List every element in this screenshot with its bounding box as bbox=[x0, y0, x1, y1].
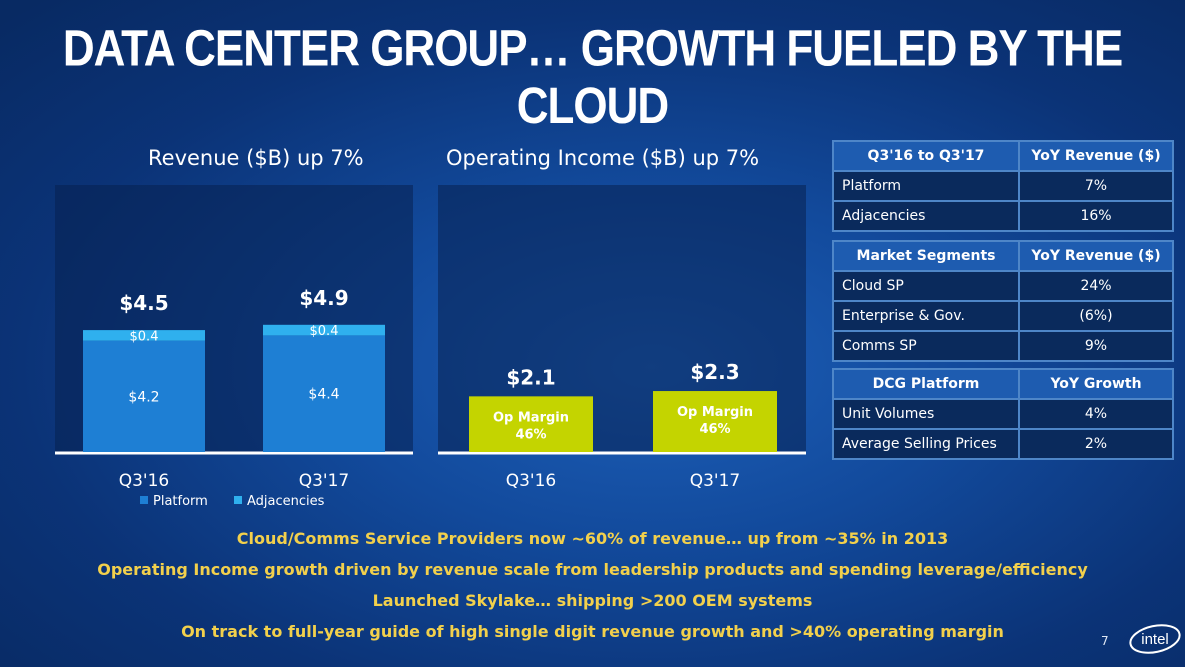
bar-platform bbox=[83, 340, 205, 452]
bar-total-label: $4.5 bbox=[119, 291, 168, 315]
page-number: 7 bbox=[1101, 634, 1109, 648]
bar-op-income bbox=[653, 391, 777, 452]
revenue-legend: Platform Adjacencies bbox=[140, 494, 346, 509]
table-cell-value: 16% bbox=[1018, 200, 1174, 232]
bar-value-label: $2.1 bbox=[506, 365, 555, 389]
table-row: Enterprise & Gov. (6%) bbox=[832, 300, 1174, 332]
table-cell-label: Enterprise & Gov. bbox=[832, 300, 1020, 332]
table-header-cell: YoY Growth bbox=[1018, 368, 1174, 400]
table-revenue-breakdown: Q3'16 to Q3'17 YoY Revenue ($) Platform … bbox=[832, 140, 1174, 232]
legend-swatch-platform bbox=[140, 496, 148, 504]
key-points: Cloud/Comms Service Providers now ~60% o… bbox=[0, 526, 1185, 650]
x-tick-label: Q3'17 bbox=[299, 471, 350, 491]
bar-inner-label: 46% bbox=[699, 422, 730, 437]
legend-label-adjacencies: Adjacencies bbox=[246, 494, 325, 509]
op-income-chart: Op Margin 46% $2.1 Q3'16 Op Margin 46% $2.3 Q3'… bbox=[438, 360, 806, 491]
bar-adjacencies bbox=[83, 330, 205, 341]
intel-logo-text: intel bbox=[1141, 631, 1169, 648]
x-tick-label: Q3'16 bbox=[506, 471, 557, 491]
table-market-segments: Market Segments YoY Revenue ($) Cloud SP… bbox=[832, 240, 1174, 362]
table-row: Cloud SP 24% bbox=[832, 270, 1174, 302]
bar-total-label: $4.9 bbox=[299, 286, 348, 310]
key-point: Cloud/Comms Service Providers now ~60% o… bbox=[236, 529, 949, 548]
table-row: Comms SP 9% bbox=[832, 330, 1174, 362]
revenue-chart: $4.2 $0.4 $4.5 Q3'16 $4.4 $0.4 $4.9 Q3'17 bbox=[55, 286, 413, 491]
bar-label-adjacencies: $0.4 bbox=[130, 329, 159, 344]
table-cell-label: Average Selling Prices bbox=[832, 428, 1020, 460]
table-row: Average Selling Prices 2% bbox=[832, 428, 1174, 460]
bar-value-label: $2.3 bbox=[690, 360, 739, 384]
table-row: Unit Volumes 4% bbox=[832, 398, 1174, 430]
table-header-row: Market Segments YoY Revenue ($) bbox=[832, 240, 1174, 272]
table-cell-value: 2% bbox=[1018, 428, 1174, 460]
op-income-chart-title: Operating Income ($B) up 7% bbox=[446, 146, 760, 170]
legend-swatch-adjacencies bbox=[233, 496, 242, 504]
bar-inner-label: 46% bbox=[515, 427, 546, 442]
key-point: Operating Income growth driven by revenu… bbox=[97, 560, 1088, 579]
x-tick-label: Q3'16 bbox=[119, 471, 170, 491]
table-dcg-platform: DCG Platform YoY Growth Unit Volumes 4% … bbox=[832, 368, 1174, 460]
bar-label-platform: $4.2 bbox=[128, 389, 159, 405]
table-cell-value: 4% bbox=[1018, 398, 1174, 430]
table-header-row: DCG Platform YoY Growth bbox=[832, 368, 1174, 400]
bar-op-income bbox=[469, 396, 593, 452]
bar-label-adjacencies: $0.4 bbox=[310, 324, 339, 339]
table-header-cell: DCG Platform bbox=[832, 368, 1020, 400]
table-header-cell: YoY Revenue ($) bbox=[1018, 140, 1174, 172]
table-cell-value: (6%) bbox=[1018, 300, 1174, 332]
bar-platform bbox=[263, 335, 385, 452]
bar-label-platform: $4.4 bbox=[308, 387, 339, 403]
table-row: Adjacencies 16% bbox=[832, 200, 1174, 232]
table-cell-value: 7% bbox=[1018, 170, 1174, 202]
key-point: On track to full-year guide of high sing… bbox=[181, 622, 1004, 641]
bar-adjacencies bbox=[263, 324, 385, 336]
table-row: Platform 7% bbox=[832, 170, 1174, 202]
intel-logo: intel bbox=[1129, 624, 1181, 654]
legend-label-platform: Platform bbox=[153, 494, 208, 509]
table-cell-label: Unit Volumes bbox=[832, 398, 1020, 430]
slide-title: DATA CENTER GROUP… GROWTH FUELED BY THE … bbox=[62, 20, 1123, 135]
table-cell-label: Adjacencies bbox=[832, 200, 1020, 232]
table-cell-label: Comms SP bbox=[832, 330, 1020, 362]
revenue-chart-title: Revenue ($B) up 7% bbox=[148, 146, 364, 170]
legend-adjacencies: Adjacencies bbox=[233, 494, 325, 509]
table-cell-label: Cloud SP bbox=[832, 270, 1020, 302]
table-cell-value: 24% bbox=[1018, 270, 1174, 302]
table-header-cell: Q3'16 to Q3'17 bbox=[832, 140, 1020, 172]
table-cell-value: 9% bbox=[1018, 330, 1174, 362]
bar-inner-label: Op Margin bbox=[677, 405, 753, 420]
key-point: Launched Skylake… shipping >200 OEM syst… bbox=[372, 591, 813, 610]
table-cell-label: Platform bbox=[832, 170, 1020, 202]
x-tick-label: Q3'17 bbox=[690, 471, 741, 491]
legend-platform: Platform bbox=[140, 494, 208, 509]
bar-inner-label: Op Margin bbox=[493, 410, 569, 425]
table-header-row: Q3'16 to Q3'17 YoY Revenue ($) bbox=[832, 140, 1174, 172]
table-header-cell: YoY Revenue ($) bbox=[1018, 240, 1174, 272]
table-header-cell: Market Segments bbox=[832, 240, 1020, 272]
